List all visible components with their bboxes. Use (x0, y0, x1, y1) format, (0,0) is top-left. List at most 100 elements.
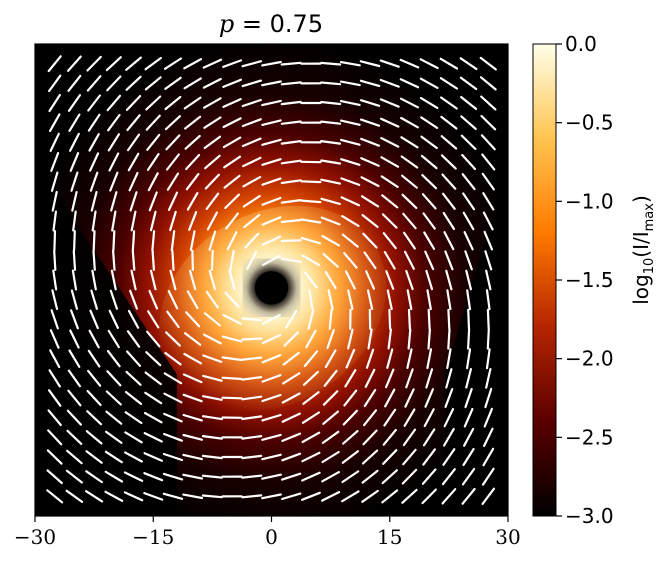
polarization-tick (404, 250, 415, 270)
polarization-tick (361, 449, 379, 465)
polarization-tick (166, 310, 180, 329)
polarization-tick (261, 119, 282, 127)
polarization-tick (131, 249, 136, 271)
polarization-tick (241, 435, 263, 440)
polarization-tick (386, 348, 394, 369)
polarization-tick (242, 195, 261, 208)
polarization-tick (127, 152, 140, 172)
polarization-tick (324, 349, 337, 368)
polarization-tick (385, 270, 395, 290)
polarization-tick (400, 155, 419, 169)
polarization-tick (67, 74, 82, 92)
polarization-tick (481, 153, 496, 171)
polarization-tick (170, 230, 176, 252)
polarization-tick (169, 210, 177, 232)
polarization-tick (151, 249, 155, 271)
polarization-tick (422, 448, 436, 466)
polarization-tick (340, 119, 361, 126)
polarization-tick (302, 370, 319, 386)
polarization-tick (440, 96, 458, 110)
polarization-tick (184, 332, 202, 346)
polarization-tick (163, 57, 182, 70)
polarization-tick (466, 348, 472, 370)
polarization-tick (379, 98, 400, 108)
polarization-tick (482, 211, 494, 231)
polarization-tick (481, 487, 496, 505)
polarization-tick (130, 269, 137, 291)
polarization-tick (201, 474, 223, 479)
polarization-tick (182, 453, 203, 461)
polarization-tick (425, 368, 434, 389)
polarization-tick (484, 250, 493, 271)
polarization-tick (341, 470, 360, 484)
polarization-tick (443, 231, 455, 251)
polarization-tick (300, 236, 322, 245)
polarization-tick (459, 76, 478, 91)
polarization-tick (241, 79, 262, 88)
polarization-tick (145, 351, 162, 367)
polarization-tick (88, 329, 100, 349)
polarization-tick (204, 173, 220, 190)
polarization-tick (359, 79, 381, 88)
polarization-tick (105, 410, 123, 425)
polarization-tick (406, 348, 413, 369)
polarization-tick (66, 409, 83, 426)
polarization-tick (91, 210, 97, 232)
polarization-tick (128, 171, 139, 192)
polarization-tick (382, 428, 397, 446)
polarization-tick (221, 376, 243, 381)
polarization-tick (107, 133, 121, 152)
polarization-tick (185, 311, 201, 328)
polarization-tick (53, 230, 57, 252)
polarization-tick (384, 388, 396, 408)
polarization-tick (347, 289, 354, 310)
polarization-tick (421, 174, 438, 190)
polarization-tick (224, 291, 240, 308)
polarization-tick (208, 269, 217, 291)
polarization-tick (185, 173, 200, 191)
polarization-tick (383, 408, 397, 427)
polarization-tick (222, 78, 242, 89)
polarization-tick (361, 469, 379, 484)
polarization-tick (382, 449, 398, 465)
polarization-tick (479, 76, 497, 91)
polarization-tick (441, 173, 457, 190)
polarization-tick (463, 427, 475, 447)
polarization-tick (186, 192, 199, 211)
polarization-tick (367, 328, 373, 350)
polarization-tick (88, 133, 100, 152)
polarization-tick (400, 136, 419, 149)
polarization-tick (222, 59, 243, 69)
polarization-tick (467, 328, 471, 350)
x-tick-label: −30 (14, 525, 56, 549)
polarization-tick (163, 412, 183, 423)
polarization-tick (479, 56, 497, 71)
polarization-tick (205, 290, 219, 309)
polarization-tick (423, 231, 436, 250)
polarization-tick (440, 115, 458, 130)
polarization-tick (342, 409, 358, 426)
polarization-tick (228, 269, 236, 291)
polarization-tick (360, 195, 380, 208)
polarization-tick (340, 196, 361, 207)
polarization-tick (420, 116, 439, 130)
polarization-tick (322, 390, 339, 406)
polarization-tick (171, 249, 175, 271)
polarization-tick (362, 429, 378, 446)
polarization-tick (107, 113, 121, 132)
polarization-tick (241, 98, 262, 108)
polarization-tick (262, 254, 281, 266)
polarization-tick (308, 289, 314, 311)
polarization-tick (146, 133, 161, 151)
polarization-tick (202, 77, 222, 89)
polarization-tick (50, 171, 59, 192)
polarization-tick (111, 249, 116, 271)
polarization-tick (66, 449, 83, 465)
colorbar-tick-label: −2.5 (565, 425, 614, 449)
polarization-tick (91, 269, 97, 291)
polarization-tick (460, 115, 477, 130)
polarization-tick (68, 349, 81, 368)
polarization-tick (261, 138, 282, 146)
polarization-tick (460, 134, 477, 151)
polarization-tick (420, 135, 438, 150)
